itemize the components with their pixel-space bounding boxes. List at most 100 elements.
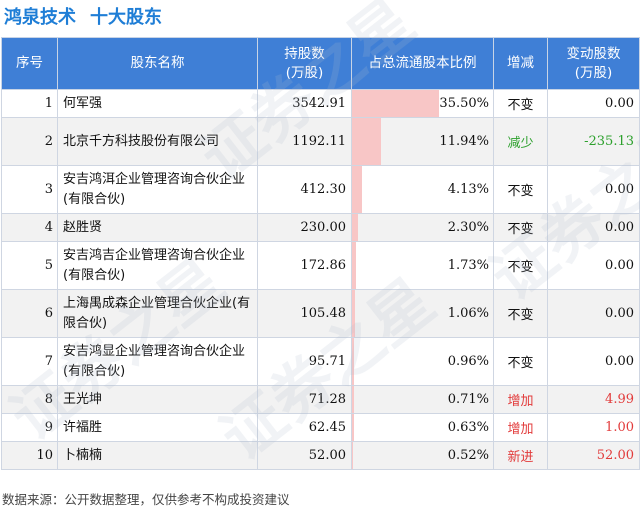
table-row: 8 王光坤 71.28 0.71% 增加 4.99: [1, 385, 640, 414]
float-ratio-cell: 1.06%: [351, 289, 494, 338]
row-index: 5: [1, 241, 58, 290]
row-index: 10: [1, 441, 58, 470]
share-change: 0.00: [547, 289, 640, 338]
shareholder-name: 赵胜贤: [57, 213, 258, 242]
ratio-value: 11.94%: [439, 134, 489, 149]
float-ratio-cell: 4.13%: [351, 165, 494, 214]
shareholder-name: 何军强: [57, 89, 258, 118]
table-row: 3 安吉鸿洱企业管理咨询合伙企业(有限合伙) 412.30 4.13% 不变 0.00: [1, 165, 640, 214]
shares-held: 412.30: [257, 165, 352, 214]
ratio-value: 1.06%: [447, 306, 489, 321]
ratio-value: 4.13%: [447, 182, 489, 197]
share-change: 1.00: [547, 413, 640, 442]
table-row: 5 安吉鸿吉企业管理咨询合伙企业(有限合伙) 172.86 1.73% 不变 0.00: [1, 241, 640, 290]
table-row: 2 北京千方科技股份有限公司 1192.11 11.94% 减少 -235.13: [1, 117, 640, 166]
shareholder-name: 卜楠楠: [57, 441, 258, 470]
ratio-bar: [352, 442, 354, 469]
change-status: 增加: [493, 413, 548, 442]
shares-held: 52.00: [257, 441, 352, 470]
share-change: 52.00: [547, 441, 640, 470]
float-ratio-cell: 0.52%: [351, 441, 494, 470]
share-change: 0.00: [547, 89, 640, 118]
shareholder-name: 安吉鸿显企业管理咨询合伙企业(有限合伙): [57, 337, 258, 386]
header-shares: 持股数 (万股): [257, 37, 352, 90]
ratio-bar: [352, 338, 355, 385]
shares-held: 3542.91: [257, 89, 352, 118]
shares-held: 105.48: [257, 289, 352, 338]
table-subtitle: 十大股东: [90, 7, 162, 28]
row-index: 7: [1, 337, 58, 386]
page-title: 鸿泉技术 十大股东: [4, 3, 162, 29]
row-index: 8: [1, 385, 58, 414]
float-ratio-cell: 0.63%: [351, 413, 494, 442]
shares-held: 230.00: [257, 213, 352, 242]
header-name: 股东名称: [57, 37, 258, 90]
row-index: 2: [1, 117, 58, 166]
ratio-bar: [352, 414, 354, 441]
ratio-value: 0.63%: [447, 420, 489, 435]
shares-held: 95.71: [257, 337, 352, 386]
table-row: 6 上海禺成森企业管理合伙企业(有限合伙) 105.48 1.06% 不变 0.00: [1, 289, 640, 338]
row-index: 3: [1, 165, 58, 214]
shareholder-name: 安吉鸿洱企业管理咨询合伙企业(有限合伙): [57, 165, 258, 214]
shareholder-name: 上海禺成森企业管理合伙企业(有限合伙): [57, 289, 258, 338]
ratio-bar: [352, 166, 363, 213]
table-row: 10 卜楠楠 52.00 0.52% 新进 52.00: [1, 441, 640, 470]
float-ratio-cell: 1.73%: [351, 241, 494, 290]
ratio-bar: [352, 242, 357, 289]
share-change: 0.00: [547, 337, 640, 386]
shares-held: 1192.11: [257, 117, 352, 166]
header-change: 增减: [493, 37, 548, 90]
change-status: 不变: [493, 89, 548, 118]
ratio-value: 35.50%: [439, 96, 489, 111]
shares-held: 62.45: [257, 413, 352, 442]
ratio-value: 0.71%: [447, 392, 489, 407]
share-change: 4.99: [547, 385, 640, 414]
table-header-row: 序号 股东名称 持股数 (万股) 占总流通股本比例 增减 变动股数 (万股): [1, 37, 640, 90]
table-row: 1 何军强 3542.91 35.50% 不变 0.00: [1, 89, 640, 118]
company-name: 鸿泉技术: [4, 7, 76, 28]
ratio-value: 2.30%: [447, 220, 489, 235]
header-delta: 变动股数 (万股): [547, 37, 640, 90]
float-ratio-cell: 11.94%: [351, 117, 494, 166]
float-ratio-cell: 0.71%: [351, 385, 494, 414]
shareholder-name: 许福胜: [57, 413, 258, 442]
ratio-bar: [352, 214, 358, 241]
share-change: 0.00: [547, 213, 640, 242]
table-row: 4 赵胜贤 230.00 2.30% 不变 0.00: [1, 213, 640, 242]
shares-held: 172.86: [257, 241, 352, 290]
share-change: 0.00: [547, 165, 640, 214]
shareholder-name: 安吉鸿吉企业管理咨询合伙企业(有限合伙): [57, 241, 258, 290]
change-status: 增加: [493, 385, 548, 414]
change-status: 不变: [493, 165, 548, 214]
share-change: -235.13: [547, 117, 640, 166]
float-ratio-cell: 35.50%: [351, 89, 494, 118]
header-ratio: 占总流通股本比例: [351, 37, 494, 90]
shareholder-name: 北京千方科技股份有限公司: [57, 117, 258, 166]
data-source-note: 数据来源：公开数据整理，仅供参考不构成投资建议: [2, 492, 290, 507]
change-status: 不变: [493, 289, 548, 338]
share-change: 0.00: [547, 241, 640, 290]
float-ratio-cell: 2.30%: [351, 213, 494, 242]
change-status: 不变: [493, 213, 548, 242]
row-index: 9: [1, 413, 58, 442]
change-status: 不变: [493, 337, 548, 386]
header-index: 序号: [1, 37, 58, 90]
float-ratio-cell: 0.96%: [351, 337, 494, 386]
ratio-bar: [352, 118, 382, 165]
row-index: 1: [1, 89, 58, 118]
ratio-bar: [352, 290, 355, 337]
shareholder-name: 王光坤: [57, 385, 258, 414]
row-index: 6: [1, 289, 58, 338]
table-row: 9 许福胜 62.45 0.63% 增加 1.00: [1, 413, 640, 442]
ratio-bar: [352, 90, 440, 117]
ratio-value: 1.73%: [447, 258, 489, 273]
change-status: 新进: [493, 441, 548, 470]
change-status: 减少: [493, 117, 548, 166]
shareholders-table: 序号 股东名称 持股数 (万股) 占总流通股本比例 增减 变动股数 (万股) 1 何军…: [1, 37, 640, 470]
ratio-value: 0.52%: [447, 448, 489, 463]
change-status: 不变: [493, 241, 548, 290]
shares-held: 71.28: [257, 385, 352, 414]
ratio-bar: [352, 386, 354, 413]
ratio-value: 0.96%: [447, 354, 489, 369]
